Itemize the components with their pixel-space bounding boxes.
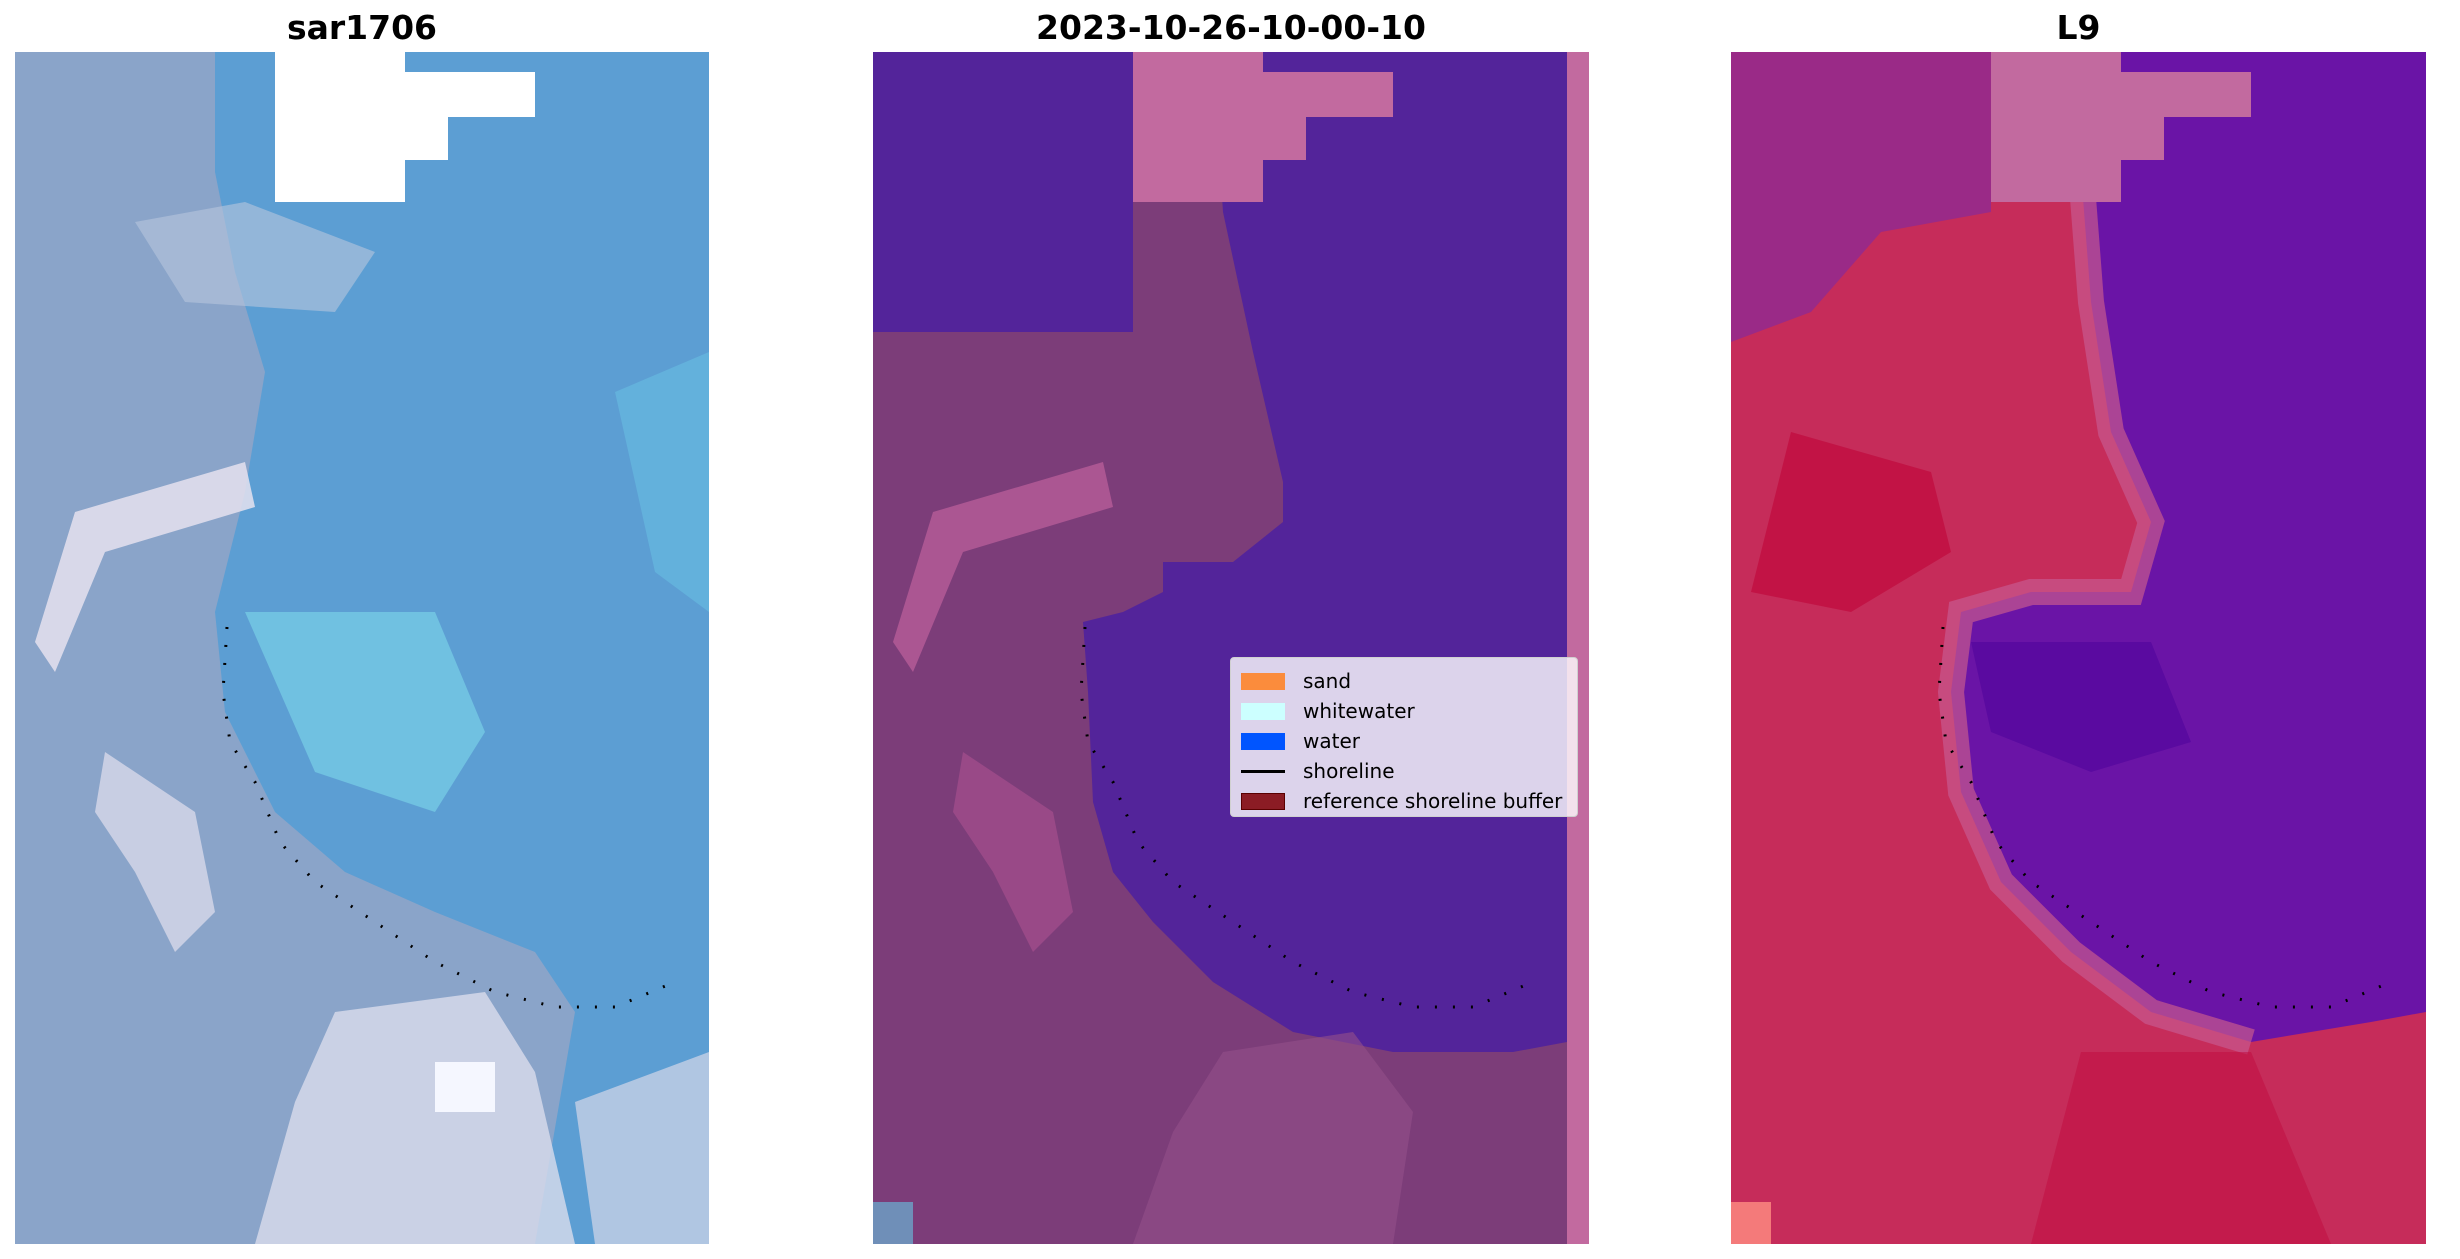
legend-item-sand: sand [1241,666,1567,696]
classified-image-panel [873,52,1589,1244]
classified-image [873,52,1589,1244]
water-swatch [1241,732,1285,750]
panel-title-rgb: sar1706 [286,8,438,47]
legend-item-shoreline: shoreline [1241,756,1567,786]
legend-label: water [1303,729,1360,753]
index-image-panel [1731,52,2426,1244]
legend-label: sand [1303,669,1352,693]
shoreline-swatch [1241,769,1285,773]
legend-item-whitewater: whitewater [1241,696,1567,726]
reference-buffer-swatch [1241,792,1285,810]
legend: sand whitewater water shoreline referenc… [1230,657,1578,817]
rgb-image [15,52,709,1244]
rgb-image-panel [15,52,709,1244]
legend-label: reference shoreline buffer [1303,789,1563,813]
index-image [1731,52,2426,1244]
legend-label: whitewater [1303,699,1415,723]
legend-label: shoreline [1303,759,1395,783]
whitewater-swatch [1241,702,1285,720]
sand-swatch [1241,672,1285,690]
panel-title-index: L9 [2056,8,2101,47]
legend-item-reference-buffer: reference shoreline buffer [1241,786,1567,816]
legend-item-water: water [1241,726,1567,756]
panel-title-classified: 2023-10-26-10-00-10 [1036,8,1426,47]
